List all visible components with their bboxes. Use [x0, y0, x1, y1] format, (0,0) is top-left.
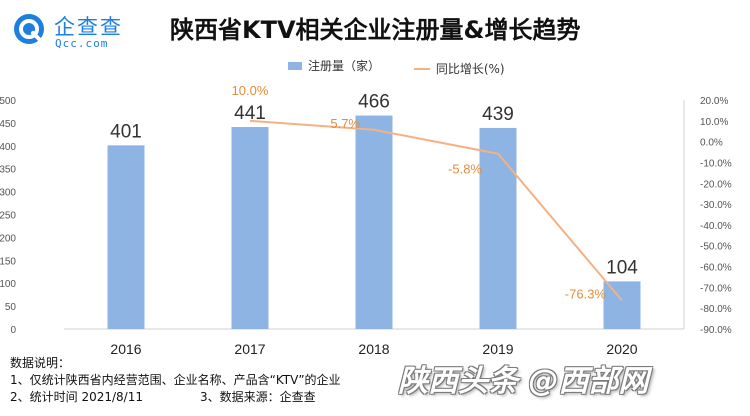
y-left-tick-label: 250 [0, 211, 16, 222]
legend-line-label: 同比增长(%) [435, 62, 505, 76]
growth-value-label: -5.8% [448, 162, 482, 177]
y-right-tick-label: -10.0% [700, 158, 732, 169]
notes-line-1: 1、仅统计陕西省内经营范围、企业名称、产品含“KTV”的企业 [10, 373, 341, 387]
bar [603, 281, 641, 329]
data-notes: 数据说明： 1、仅统计陕西省内经营范围、企业名称、产品含“KTV”的企业 2、统… [10, 355, 341, 406]
y-left-tick-label: 450 [0, 119, 16, 130]
watermark: 陕西头条 @西部网 [398, 364, 649, 399]
bar-value-label: 439 [482, 104, 514, 125]
y-left-tick-label: 50 [5, 302, 17, 313]
legend-item-bar: 注册量（家） [288, 57, 380, 74]
bar [479, 127, 517, 329]
x-tick-label: 2016 [110, 341, 141, 357]
y-right-tick-label: -80.0% [700, 304, 732, 315]
y-right-tick-label: -40.0% [700, 221, 732, 232]
brand-name-cn: 企查查 [54, 15, 123, 39]
y-right-tick-label: -50.0% [700, 242, 732, 253]
y-right-tick-label: -90.0% [700, 325, 732, 336]
legend-line-swatch [413, 67, 430, 70]
y-left-tick-label: 350 [0, 165, 16, 176]
legend-bar-label: 注册量（家） [308, 59, 381, 73]
chart-title: 陕西省KTV相关企业注册量&增长趋势 [170, 16, 581, 44]
y-left-tick-label: 200 [0, 233, 16, 244]
bar-value-label: 441 [234, 103, 266, 124]
bar [231, 127, 269, 329]
growth-value-label: 10.0% [232, 83, 269, 98]
growth-value-label: -76.3% [565, 286, 607, 301]
x-tick-label: 2018 [358, 341, 389, 357]
notes-heading: 数据说明： [10, 356, 71, 370]
notes-stat-time: 2、统计时间 2021/8/11 [10, 390, 143, 404]
notes-data-source: 3、数据来源：企查查 [200, 390, 316, 404]
bar-value-label: 401 [110, 121, 142, 142]
y-right-tick-label: 0.0% [700, 138, 723, 149]
x-tick-label: 2020 [606, 341, 637, 357]
y-left-tick-label: 100 [0, 279, 16, 290]
y-left-tick-label: 0 [10, 325, 16, 336]
growth-line [249, 119, 623, 302]
x-tick-label: 2017 [234, 341, 265, 357]
qcc-logo: 企查查 Qcc.com [10, 8, 150, 52]
y-right-tick-label: 10.0% [700, 117, 728, 128]
y-left-tick-label: 300 [0, 188, 16, 199]
y-left-tick-label: 500 [0, 96, 16, 107]
bar-value-label: 104 [606, 257, 638, 278]
legend: 注册量（家） 同比增长(%) [288, 57, 535, 76]
bar-value-label: 466 [358, 92, 390, 113]
notes-line-2: 2、统计时间 2021/8/11 3、数据来源：企查查 [10, 389, 341, 406]
brand-name-en: Qcc.com [55, 37, 109, 50]
y-right-tick-label: -70.0% [700, 283, 732, 294]
growth-value-label: 5.7% [330, 116, 360, 131]
y-right-tick-label: -30.0% [700, 200, 732, 211]
legend-item-line: 同比增长(%) [413, 60, 505, 77]
bar [107, 145, 145, 329]
y-left-tick-label: 400 [0, 142, 16, 153]
bar [355, 115, 393, 330]
y-right-tick-label: 20.0% [700, 96, 728, 107]
x-tick-label: 2019 [482, 341, 513, 357]
legend-bar-swatch [288, 61, 302, 70]
qcc-logo-icon [14, 14, 44, 44]
y-left-tick-label: 150 [0, 256, 16, 267]
y-right-tick-label: -60.0% [700, 263, 732, 274]
y-right-tick-label: -20.0% [700, 179, 732, 190]
